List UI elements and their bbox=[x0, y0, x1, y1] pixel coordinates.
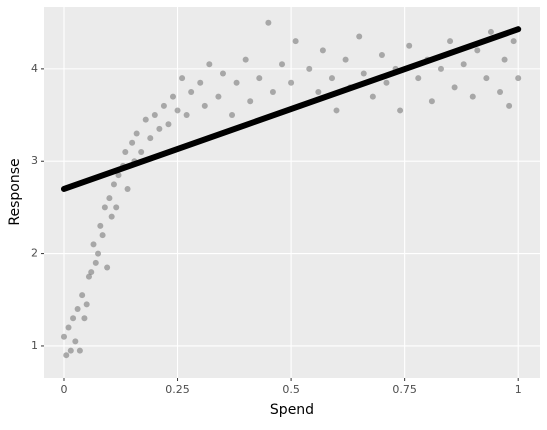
point bbox=[113, 204, 120, 211]
point bbox=[67, 347, 74, 354]
point bbox=[160, 102, 167, 109]
point bbox=[83, 301, 90, 308]
point bbox=[101, 204, 108, 211]
point bbox=[256, 75, 263, 82]
point bbox=[188, 88, 195, 95]
x-tick-label: 0.75 bbox=[392, 383, 417, 396]
point bbox=[315, 88, 322, 95]
point bbox=[247, 98, 254, 105]
point bbox=[74, 306, 81, 313]
point bbox=[63, 352, 70, 359]
point bbox=[229, 112, 236, 119]
point bbox=[474, 47, 481, 54]
point bbox=[333, 107, 340, 114]
point bbox=[451, 84, 458, 91]
point bbox=[129, 139, 136, 146]
point bbox=[106, 195, 113, 202]
point bbox=[265, 19, 272, 26]
point bbox=[147, 135, 154, 142]
point bbox=[197, 79, 204, 86]
point bbox=[292, 38, 299, 45]
point bbox=[97, 222, 104, 229]
point bbox=[269, 88, 276, 95]
point bbox=[92, 259, 99, 266]
point bbox=[72, 338, 79, 345]
point bbox=[99, 232, 106, 239]
point bbox=[174, 107, 181, 114]
point bbox=[90, 241, 97, 248]
point bbox=[242, 56, 249, 63]
x-tick-label: 0.5 bbox=[282, 383, 300, 396]
point bbox=[397, 107, 404, 114]
point bbox=[151, 112, 158, 119]
point bbox=[319, 47, 326, 54]
point bbox=[428, 98, 435, 105]
point bbox=[124, 185, 131, 192]
point bbox=[110, 181, 117, 188]
point bbox=[183, 112, 190, 119]
point bbox=[165, 121, 172, 128]
point bbox=[328, 75, 335, 82]
point bbox=[76, 347, 83, 354]
x-tick-label: 0 bbox=[60, 383, 67, 396]
fit-line bbox=[60, 26, 522, 192]
point bbox=[65, 324, 72, 331]
point bbox=[360, 70, 367, 77]
point bbox=[79, 292, 86, 299]
point bbox=[81, 315, 88, 322]
point bbox=[469, 93, 476, 100]
y-tick-label: 2 bbox=[31, 247, 38, 260]
point bbox=[356, 33, 363, 40]
point bbox=[342, 56, 349, 63]
point bbox=[369, 93, 376, 100]
point bbox=[156, 125, 163, 132]
point bbox=[501, 56, 508, 63]
point bbox=[378, 52, 385, 59]
point bbox=[104, 264, 111, 271]
x-tick-label: 0.25 bbox=[165, 383, 190, 396]
point bbox=[60, 333, 67, 340]
point bbox=[85, 273, 92, 280]
point bbox=[306, 65, 313, 72]
point bbox=[497, 88, 504, 95]
point bbox=[219, 70, 226, 77]
y-tick-label: 4 bbox=[31, 62, 38, 75]
point bbox=[122, 149, 129, 156]
point bbox=[506, 102, 513, 109]
point bbox=[279, 61, 286, 68]
point bbox=[406, 42, 413, 49]
point bbox=[133, 130, 140, 137]
point bbox=[70, 315, 77, 322]
y-tick-label: 3 bbox=[31, 154, 38, 167]
point bbox=[233, 79, 240, 86]
y-tick-label: 1 bbox=[31, 339, 38, 352]
point bbox=[142, 116, 149, 123]
point bbox=[510, 38, 517, 45]
point bbox=[201, 102, 208, 109]
point bbox=[447, 38, 454, 45]
point bbox=[115, 172, 122, 179]
point bbox=[179, 75, 186, 82]
x-tick-label: 1 bbox=[515, 383, 522, 396]
y-axis-label: Response bbox=[7, 158, 23, 225]
x-axis-label: Spend bbox=[270, 402, 314, 418]
point bbox=[88, 269, 95, 276]
point bbox=[437, 65, 444, 72]
point bbox=[487, 28, 494, 35]
point bbox=[383, 79, 390, 86]
point bbox=[460, 61, 467, 68]
point bbox=[108, 213, 115, 220]
point bbox=[138, 149, 145, 156]
point bbox=[415, 75, 422, 82]
point bbox=[206, 61, 213, 68]
point bbox=[95, 250, 102, 257]
point bbox=[288, 79, 295, 86]
point bbox=[169, 93, 176, 100]
point bbox=[215, 93, 222, 100]
point bbox=[515, 75, 522, 82]
point bbox=[483, 75, 490, 82]
